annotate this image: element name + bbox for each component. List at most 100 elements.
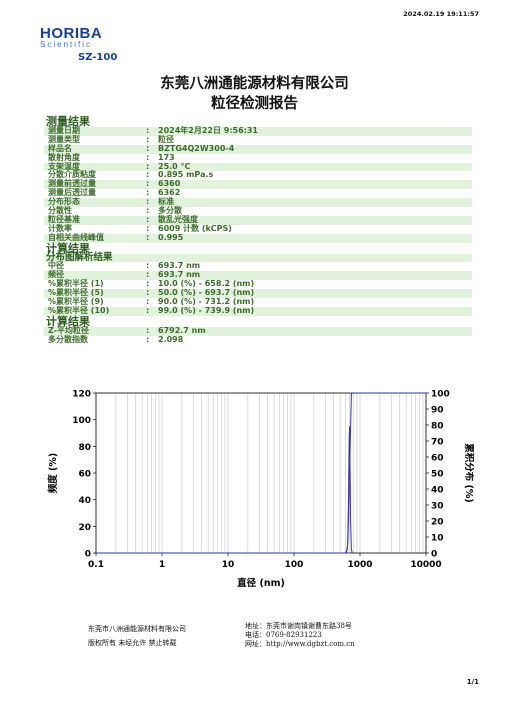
y-right-tick-label: 20 (431, 518, 444, 528)
colon: : (146, 143, 150, 153)
colon: : (146, 288, 150, 298)
colon: : (146, 214, 150, 224)
result-row: 测量前透过量:6360 (44, 179, 472, 190)
result-row: Z-平均粒径:6792.7 nm (44, 325, 472, 336)
colon: : (146, 297, 150, 307)
result-value: 6360 (158, 179, 181, 189)
measurement-results: 测量结果 测量日期:2024年2月22日 9:56:31 测量类型: 粒径 样品名: B… (44, 116, 472, 345)
plot-frame (95, 392, 427, 554)
result-label: 测量类型 (48, 134, 80, 144)
result-row: 支架温度:25.0 °C (44, 161, 472, 172)
x-tick-label: 1000 (347, 560, 372, 570)
size-distribution-chart: 0 20 40 60 80 100 120 0 10 20 30 40 50 60 70 80 90 100 0.1… (47, 390, 474, 590)
result-row: %累积半径 (10):99.0 (%) - 739.9 (nm) (44, 305, 472, 316)
result-value: 99.0 (%) - 739.9 (nm) (158, 305, 255, 315)
result-row: 粒径基准: 散乱光强度 (44, 214, 472, 225)
result-row: 测量类型: 粒径 (44, 134, 472, 145)
x-axis-label: 直径 (nm) (237, 577, 285, 589)
result-row: 频径:693.7 nm (44, 270, 472, 281)
y-right-tick-label: 80 (431, 422, 444, 432)
result-row: 自相关曲线峰值:0.995 (44, 232, 472, 243)
result-value: 50.0 (%) - 693.7 (nm) (158, 288, 255, 298)
colon: : (146, 152, 150, 162)
y-right-axis-label: 累积分布 (%) (463, 443, 474, 503)
y-right-tick-label: 40 (431, 486, 444, 496)
colon: : (146, 223, 150, 233)
instrument-model: SZ-100 (78, 52, 118, 63)
colon: : (146, 279, 150, 289)
result-label: 粒径基准 (48, 214, 80, 224)
section-heading: 计算结果 (44, 316, 472, 327)
calc-title-2: 计算结果 (46, 314, 90, 328)
distribution-title: 分布图解析结果 (46, 251, 113, 263)
y-right-tick-label: 50 (431, 470, 444, 480)
colon: : (146, 232, 150, 242)
footer-notice: 版权所有 未经允许 禁止转载 (88, 639, 177, 647)
result-row: 散射角度:173 (44, 152, 472, 163)
logo-subtitle: Scientific (40, 40, 93, 49)
result-label: Z-平均粒径 (48, 325, 89, 335)
result-value: 标准 (158, 197, 174, 207)
y-left-tick-label: 20 (78, 523, 91, 533)
y-left-tick-label: 80 (78, 443, 91, 453)
result-row: 分布形态: 标准 (44, 197, 472, 208)
y-left-tick-label: 120 (72, 390, 91, 400)
y-left-tick-label: 60 (78, 470, 91, 480)
footer-company: 东莞市八洲通能源材料有限公司 (88, 625, 186, 633)
result-value: 6009 计数 (kCPS) (158, 223, 232, 233)
result-value: 693.7 nm (158, 270, 201, 280)
result-label: %累积半径 (5) (48, 288, 104, 298)
result-value: 10.0 (%) - 658.2 (nm) (158, 279, 255, 289)
section-title: 测量结果 (46, 115, 90, 128)
result-label: 自相关曲线峰值 (48, 232, 104, 242)
result-row: %累积半径 (5):50.0 (%) - 693.7 (nm) (44, 288, 472, 299)
result-value: 0.995 (158, 232, 184, 242)
result-label: 测量日期 (48, 126, 80, 135)
y-right-tick-label: 100 (431, 390, 450, 400)
footer-right: 地址：东莞市谢岗镇谢曹东路38号 电话：0769-82931223 网址：htt… (245, 622, 355, 649)
report-timestamp: 2024.02.19 19:11:57 (403, 10, 479, 18)
colon: : (146, 334, 150, 344)
page-number: 1/1 (466, 678, 479, 686)
result-value: 多分散 (158, 206, 182, 216)
y-right-tick-label: 0 (431, 550, 437, 560)
section-heading: 测量结果 (44, 116, 472, 127)
result-value: 2024年2月22日 9:56:31 (158, 126, 258, 135)
logo-wordmark: HORIBA (40, 25, 103, 42)
result-label: 样品名 (48, 143, 72, 153)
result-value: 693.7 nm (158, 261, 201, 271)
result-row: 中径:693.7 nm (44, 262, 472, 271)
y-right-tick-label: 30 (431, 502, 444, 512)
result-row: 测量日期:2024年2月22日 9:56:31 (44, 126, 472, 136)
result-row: 计数率:6009 计数 (kCPS) (44, 223, 472, 234)
section-heading: 计算结果 (44, 243, 472, 254)
colon: : (146, 179, 150, 189)
footer-website: 网址：http://www.dgbzt.com.cn (245, 640, 355, 648)
result-label: 支架温度 (48, 161, 80, 171)
result-value: 2.098 (158, 334, 184, 344)
y-right-tick-label: 60 (431, 454, 444, 464)
y-left-tick-label: 0 (85, 550, 91, 560)
cumulative-series-line (96, 392, 426, 554)
x-tick-label: 10 (222, 560, 235, 570)
result-label: 测量前透过量 (48, 179, 96, 189)
x-tick-label: 100 (285, 560, 304, 570)
y-left-axis-label: 频度 (%) (47, 453, 59, 494)
result-label: 分布形态 (48, 197, 80, 207)
result-row: 样品名: BZTG4Q2W300-4 (44, 143, 472, 154)
footer-phone: 电话：0769-82931223 (245, 631, 322, 639)
result-label: 多分散指数 (48, 334, 88, 344)
result-value: 25.0 °C (158, 161, 191, 171)
colon: : (146, 206, 150, 216)
colon: : (146, 170, 150, 180)
result-row: %累积半径 (1):10.0 (%) - 658.2 (nm) (44, 279, 472, 289)
y-right-tick-label: 10 (431, 534, 444, 544)
y-left-tick-label: 40 (78, 496, 91, 506)
result-value: BZTG4Q2W300-4 (158, 143, 235, 153)
result-label: 分散介质粘度 (48, 170, 96, 180)
result-row: 分散性: 多分散 (44, 206, 472, 216)
horiba-logo: HORIBA Scientific (40, 25, 102, 49)
colon: : (146, 305, 150, 315)
result-label: 散射角度 (48, 152, 80, 162)
colon: : (146, 325, 150, 335)
